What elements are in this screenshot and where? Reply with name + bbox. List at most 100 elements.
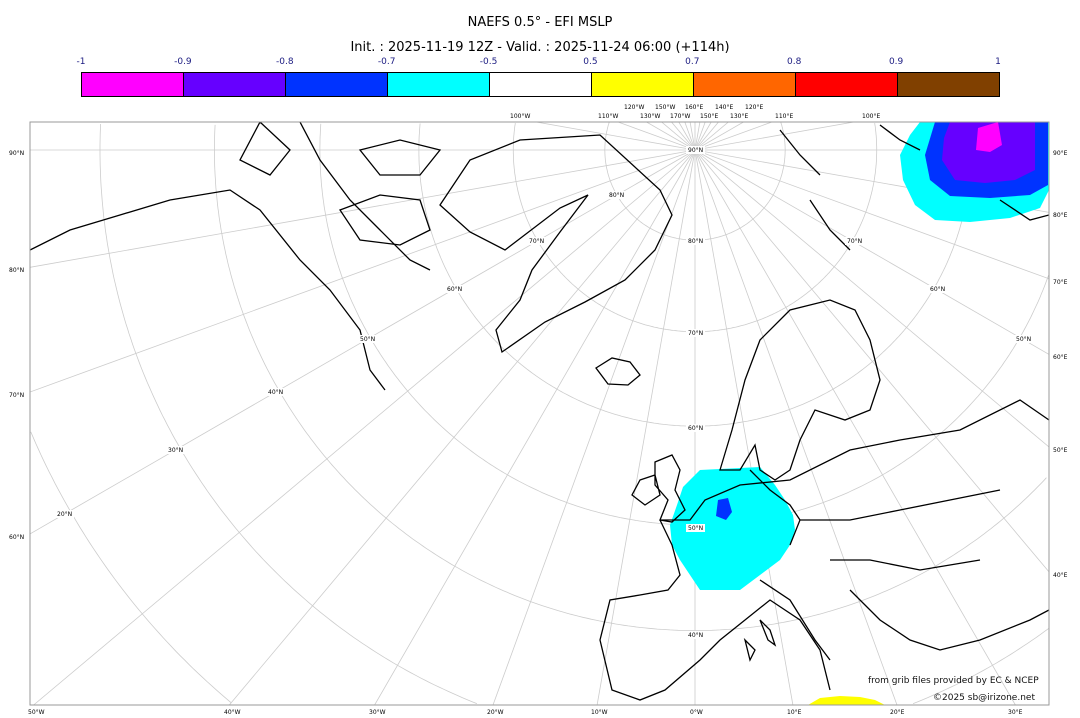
colorbar-bin-8: [898, 73, 999, 96]
colorbar-bin-0: [82, 73, 184, 96]
west-lat-label: 80°N: [609, 192, 624, 199]
bottom-lon-label: 20°W: [487, 709, 504, 716]
meridian-140: [694, 122, 719, 151]
right-lon-label: 50°E: [1053, 447, 1068, 454]
colorbar-tick-label: 0.5: [583, 57, 598, 67]
meridian--30: [374, 149, 696, 705]
map-frame: [29, 121, 1050, 706]
parallel-70: [512, 123, 878, 333]
bottom-lon-label: 30°E: [1008, 709, 1023, 716]
meridian-120: [694, 122, 744, 151]
right-lon-label: 80°E: [1053, 212, 1068, 219]
east-lat-label: 60°N: [930, 286, 945, 293]
top-lon-label: 160°E: [685, 104, 703, 111]
meridian-60: [694, 149, 1049, 355]
east-lat-label: 70°N: [847, 238, 862, 245]
west-lat-label: 20°N: [57, 511, 72, 518]
colorbar-tick-label: -0.5: [479, 57, 498, 67]
meridian--10: [596, 149, 696, 705]
colorbar-tick-label: -0.8: [275, 57, 294, 67]
meridian--110: [617, 122, 696, 151]
meridian--100: [536, 122, 696, 151]
efi-shading-south: [808, 696, 885, 705]
bottom-lon-label: 30°W: [369, 709, 386, 716]
meridian--50: [33, 149, 696, 705]
pole-lat-label: 70°N: [688, 330, 703, 337]
meridian-160: [694, 122, 706, 151]
meridian--150: [678, 122, 696, 151]
top-lon-label: 100°E: [862, 113, 880, 120]
right-lon-label: 60°E: [1053, 354, 1068, 361]
colorbar-bin-3: [388, 73, 490, 96]
meridian--20: [492, 149, 696, 705]
west-lat-label: 60°N: [447, 286, 462, 293]
east-lat-label: 50°N: [1016, 336, 1031, 343]
meridian--140: [671, 122, 696, 151]
top-lon-label: 170°W: [670, 113, 690, 120]
colorbar-tick-label: 0.8: [787, 57, 802, 67]
meridian-170: [694, 122, 701, 151]
parallel-30: [99, 123, 1049, 704]
meridian-130: [694, 122, 729, 151]
meridian-110: [694, 122, 773, 151]
meridian--80: [30, 149, 696, 268]
meridian-30: [694, 149, 1016, 705]
colorbar-bin-4: [490, 73, 592, 96]
colorbar-bin-1: [184, 73, 286, 96]
top-lon-label: 140°E: [715, 104, 733, 111]
right-lon-label: 40°E: [1053, 572, 1068, 579]
meridian-150: [694, 122, 712, 151]
top-lon-label: 120°W: [624, 104, 644, 111]
top-lon-label: 130°W: [640, 113, 660, 120]
bottom-lon-label: 40°W: [224, 709, 241, 716]
left-lat-label: 90°N: [9, 150, 24, 157]
credit-source: from grib files provided by EC & NCEP: [868, 676, 1039, 686]
colorbar-tick-label: -0.7: [377, 57, 396, 67]
left-lat-label: 70°N: [9, 392, 24, 399]
parallel-20: [30, 431, 232, 704]
meridian--130: [661, 122, 696, 151]
efi-shading-europe: [670, 467, 795, 590]
colorbar-bin-2: [286, 73, 388, 96]
west-lat-label: 50°N: [360, 336, 375, 343]
bottom-lon-label: 20°E: [890, 709, 905, 716]
top-lon-label: 100°W: [510, 113, 530, 120]
colorbar-bin-5: [592, 73, 694, 96]
meridian-40: [694, 149, 1049, 573]
top-lon-label: 120°E: [745, 104, 763, 111]
top-lon-label: 150°W: [655, 104, 675, 111]
pole-lat-label: 60°N: [688, 425, 703, 432]
meridian--70: [30, 149, 696, 393]
west-lat-label: 70°N: [529, 238, 544, 245]
top-lon-label: 150°E: [700, 113, 718, 120]
meridian--40: [228, 149, 696, 705]
meridian-50: [694, 149, 1049, 448]
colorbar-bin-6: [694, 73, 796, 96]
graticule: [30, 122, 1049, 705]
pole-lat-label: 50°N: [688, 525, 703, 532]
left-lat-label: 60°N: [9, 534, 24, 541]
pole-lat-label: 40°N: [688, 632, 703, 639]
bottom-lon-label: 10°W: [591, 709, 608, 716]
bottom-lon-label: 0°W: [690, 709, 703, 716]
meridian--160: [684, 122, 696, 151]
left-lat-label: 80°N: [9, 267, 24, 274]
bottom-lon-label: 50°W: [28, 709, 45, 716]
chart-subtitle: Init. : 2025-11-19 12Z - Valid. : 2025-1…: [350, 40, 730, 55]
coastlines: [30, 122, 1049, 701]
colorbar-tick-label: -1: [76, 57, 86, 67]
chart-title: NAEFS 0.5° - EFI MSLP: [467, 15, 613, 30]
pole-lat-label: 90°N: [688, 147, 703, 154]
efi-shading-arctic: [900, 122, 1049, 222]
meridian--120: [646, 122, 696, 151]
colorbar-tick-label: 1: [995, 57, 1001, 67]
parallel-40: [214, 124, 1047, 631]
colorbar-bin-7: [796, 73, 898, 96]
meridian-20: [694, 149, 898, 705]
meridian-10: [694, 149, 794, 705]
top-lon-label: 110°W: [598, 113, 618, 120]
credit-copyright: ©2025 sb@irizone.net: [933, 693, 1035, 703]
west-lat-label: 30°N: [168, 447, 183, 454]
colorbar-tick-label: -0.9: [174, 57, 192, 67]
